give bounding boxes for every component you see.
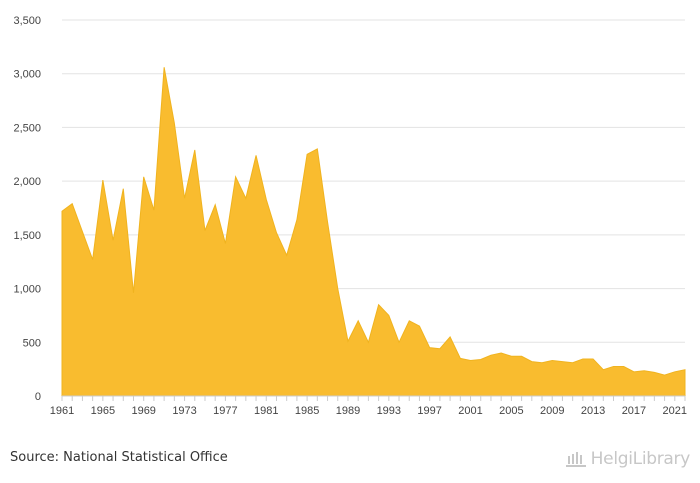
x-tick-label: 1985 xyxy=(295,405,319,417)
data-point-1985 xyxy=(306,153,309,156)
data-point-1971 xyxy=(163,66,166,69)
x-tick-label: 2021 xyxy=(663,405,687,417)
data-point-1999 xyxy=(449,335,452,338)
x-tick-label: 2001 xyxy=(458,405,482,417)
data-point-1966 xyxy=(112,239,115,242)
data-point-1982 xyxy=(275,231,278,234)
data-point-1974 xyxy=(193,148,196,151)
data-point-2007 xyxy=(530,360,533,363)
data-point-1977 xyxy=(224,242,227,245)
data-point-2002 xyxy=(479,358,482,361)
data-point-1986 xyxy=(316,147,319,150)
data-point-1961 xyxy=(61,210,64,213)
data-point-1976 xyxy=(214,203,217,206)
data-point-2013 xyxy=(592,357,595,360)
y-tick-label: 2,500 xyxy=(13,122,41,134)
x-tick-label: 1961 xyxy=(50,405,74,417)
y-tick-label: 0 xyxy=(35,391,41,403)
data-point-1981 xyxy=(265,198,268,201)
source-note: Source: National Statistical Office xyxy=(10,450,228,465)
data-point-2011 xyxy=(571,361,574,364)
y-tick-label: 1,500 xyxy=(13,230,41,242)
data-point-1968 xyxy=(132,291,135,294)
data-point-1965 xyxy=(101,179,104,182)
data-point-1964 xyxy=(91,258,94,261)
x-tick-label: 1965 xyxy=(91,405,115,417)
data-point-1973 xyxy=(183,197,186,200)
data-point-1993 xyxy=(387,314,390,317)
data-point-1970 xyxy=(152,209,155,212)
data-point-2014 xyxy=(602,368,605,371)
data-point-2012 xyxy=(581,357,584,360)
data-point-1989 xyxy=(346,340,349,343)
y-tick-label: 3,500 xyxy=(13,15,41,27)
data-point-1983 xyxy=(285,254,288,257)
brand-logo: HelgiLibrary xyxy=(565,446,690,472)
x-tick-label: 2013 xyxy=(581,405,605,417)
data-point-1995 xyxy=(408,319,411,322)
data-point-2003 xyxy=(489,354,492,357)
data-point-1967 xyxy=(122,187,125,190)
data-point-1992 xyxy=(377,303,380,306)
data-point-1963 xyxy=(81,230,84,233)
data-point-2006 xyxy=(520,355,523,358)
data-point-2000 xyxy=(459,357,462,360)
data-point-2022 xyxy=(684,368,687,371)
data-point-2001 xyxy=(469,359,472,362)
data-point-2015 xyxy=(612,365,615,368)
data-point-1991 xyxy=(367,341,370,344)
library-columns-icon xyxy=(565,452,586,467)
data-point-2004 xyxy=(500,352,503,355)
x-tick-label: 1997 xyxy=(417,405,441,417)
x-tick-label: 1969 xyxy=(131,405,155,417)
x-tick-label: 1989 xyxy=(336,405,360,417)
data-point-1984 xyxy=(295,218,298,221)
data-point-2016 xyxy=(622,365,625,368)
data-point-1978 xyxy=(234,175,237,178)
x-tick-label: 1973 xyxy=(172,405,196,417)
data-point-2019 xyxy=(653,371,656,374)
data-point-1997 xyxy=(428,346,431,349)
x-tick-label: 2005 xyxy=(499,405,523,417)
x-axis-ticks xyxy=(61,396,686,401)
data-point-2021 xyxy=(673,370,676,373)
data-point-1979 xyxy=(244,197,247,200)
data-point-2009 xyxy=(551,359,554,362)
data-point-1996 xyxy=(418,325,421,328)
y-axis-tick-labels: 0 500 1,000 1,500 2,000 2,500 3,000 3,500 xyxy=(13,15,41,403)
x-tick-label: 1981 xyxy=(254,405,278,417)
data-point-2010 xyxy=(561,360,564,363)
data-point-2017 xyxy=(632,370,635,373)
y-tick-label: 3,000 xyxy=(13,69,41,81)
data-point-1972 xyxy=(173,122,176,125)
data-point-1998 xyxy=(438,347,441,350)
data-point-1987 xyxy=(326,220,329,223)
data-point-2008 xyxy=(541,361,544,364)
y-tick-label: 1,000 xyxy=(13,284,41,296)
data-point-2005 xyxy=(510,355,513,358)
data-point-2018 xyxy=(643,369,646,372)
data-point-1980 xyxy=(255,154,258,157)
data-point-2020 xyxy=(663,374,666,377)
brand-name: HelgiLibrary xyxy=(590,449,691,469)
data-point-1969 xyxy=(142,175,145,178)
x-axis-tick-labels: 1961 1965 1969 1973 1977 1981 1985 1989 1993 1997… xyxy=(50,405,687,417)
x-tick-label: 2009 xyxy=(540,405,564,417)
data-point-1975 xyxy=(203,229,206,232)
data-point-1990 xyxy=(357,319,360,322)
x-tick-label: 1993 xyxy=(377,405,401,417)
x-tick-label: 2017 xyxy=(622,405,646,417)
data-point-1962 xyxy=(71,202,74,205)
series-area xyxy=(61,67,686,397)
x-tick-label: 1977 xyxy=(213,405,237,417)
y-tick-label: 500 xyxy=(23,337,41,349)
data-point-1988 xyxy=(336,287,339,290)
data-point-1994 xyxy=(398,341,401,344)
y-tick-label: 2,000 xyxy=(13,176,41,188)
